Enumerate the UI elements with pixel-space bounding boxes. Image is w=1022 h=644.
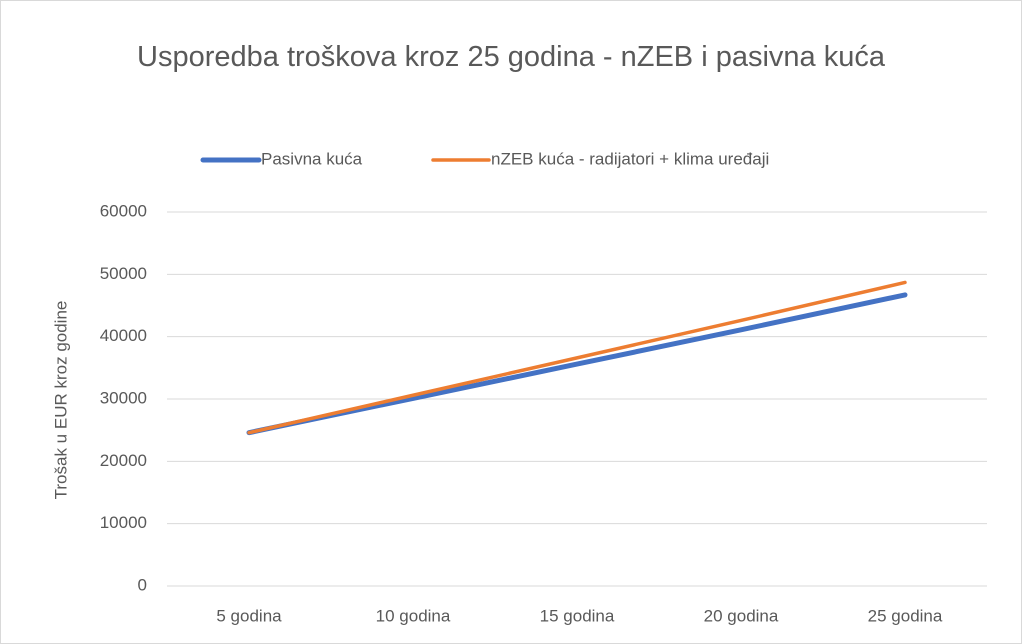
y-axis-title: Trošak u EUR kroz godine: [51, 301, 70, 500]
chart-title: Usporedba troškova kroz 25 godina - nZEB…: [137, 41, 885, 73]
x-tick-label: 15 godina: [540, 606, 615, 625]
x-tick-label: 25 godina: [868, 606, 943, 625]
x-tick-label: 5 godina: [216, 606, 282, 625]
x-tick-label: 20 godina: [704, 606, 779, 625]
y-tick-label: 10000: [100, 513, 147, 532]
y-tick-label: 40000: [100, 326, 147, 345]
y-tick-label: 60000: [100, 201, 147, 220]
series-line: [246, 292, 908, 436]
y-tick-label: 30000: [100, 388, 147, 407]
y-tick-label: 0: [138, 575, 147, 594]
y-tick-label: 50000: [100, 264, 147, 283]
series-line: [247, 280, 907, 435]
y-tick-label: 20000: [100, 451, 147, 470]
x-tick-label: 10 godina: [376, 606, 451, 625]
legend-label: Pasivna kuća: [261, 149, 363, 168]
legend-label: nZEB kuća - radijatori + klima uređaji: [491, 149, 769, 168]
